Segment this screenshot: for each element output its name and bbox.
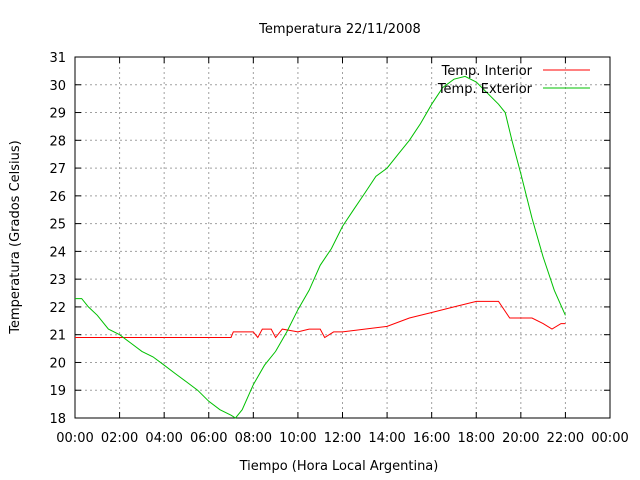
series bbox=[75, 75, 566, 419]
x-axis-label: Tiempo (Hora Local Argentina) bbox=[239, 459, 439, 474]
y-tick-label: 21 bbox=[49, 329, 66, 344]
x-tick-label: 00:00 bbox=[591, 431, 628, 446]
x-tick-label: 16:00 bbox=[413, 431, 450, 446]
x-tick-label: 06:00 bbox=[190, 431, 227, 446]
legend-label: Temp. Exterior bbox=[437, 82, 533, 97]
x-tick-label: 12:00 bbox=[324, 431, 361, 446]
y-tick-label: 22 bbox=[49, 301, 66, 316]
y-tick-label: 23 bbox=[49, 273, 66, 288]
legend: Temp. Interior Temp. Exterior bbox=[437, 64, 590, 97]
x-tick-label: 22:00 bbox=[547, 431, 584, 446]
y-tick-label: 31 bbox=[49, 51, 66, 66]
x-tick-label: 18:00 bbox=[458, 431, 495, 446]
y-tick-label: 26 bbox=[49, 190, 66, 205]
y-axis-label: Temperatura (Grados Celsius) bbox=[8, 140, 23, 334]
x-tick-label: 04:00 bbox=[145, 431, 182, 446]
y-tick-label: 20 bbox=[49, 356, 66, 371]
y-tick-label: 18 bbox=[49, 412, 66, 427]
x-tick-label: 08:00 bbox=[235, 431, 272, 446]
x-tick-label: 20:00 bbox=[502, 431, 539, 446]
y-tick-label: 30 bbox=[49, 79, 66, 94]
chart-title: Temperatura 22/11/2008 bbox=[258, 22, 421, 37]
y-tick-label: 25 bbox=[49, 218, 66, 233]
ticks: 00:00 02:00 04:00 06:00 08:00 10:00 12:00 14:00… bbox=[49, 51, 628, 446]
x-tick-label: 10:00 bbox=[279, 431, 316, 446]
grid bbox=[75, 57, 610, 418]
y-tick-label: 24 bbox=[49, 245, 66, 260]
y-tick-label: 19 bbox=[49, 384, 66, 399]
x-tick-label: 02:00 bbox=[101, 431, 138, 446]
series-line-temp-exterior bbox=[75, 75, 566, 419]
series-line-temp-interior bbox=[75, 300, 566, 339]
x-tick-label: 14:00 bbox=[368, 431, 405, 446]
y-tick-label: 29 bbox=[49, 107, 66, 122]
y-tick-label: 27 bbox=[49, 162, 66, 177]
y-tick-label: 28 bbox=[49, 134, 66, 149]
x-tick-label: 00:00 bbox=[56, 431, 93, 446]
legend-label: Temp. Interior bbox=[441, 64, 533, 79]
